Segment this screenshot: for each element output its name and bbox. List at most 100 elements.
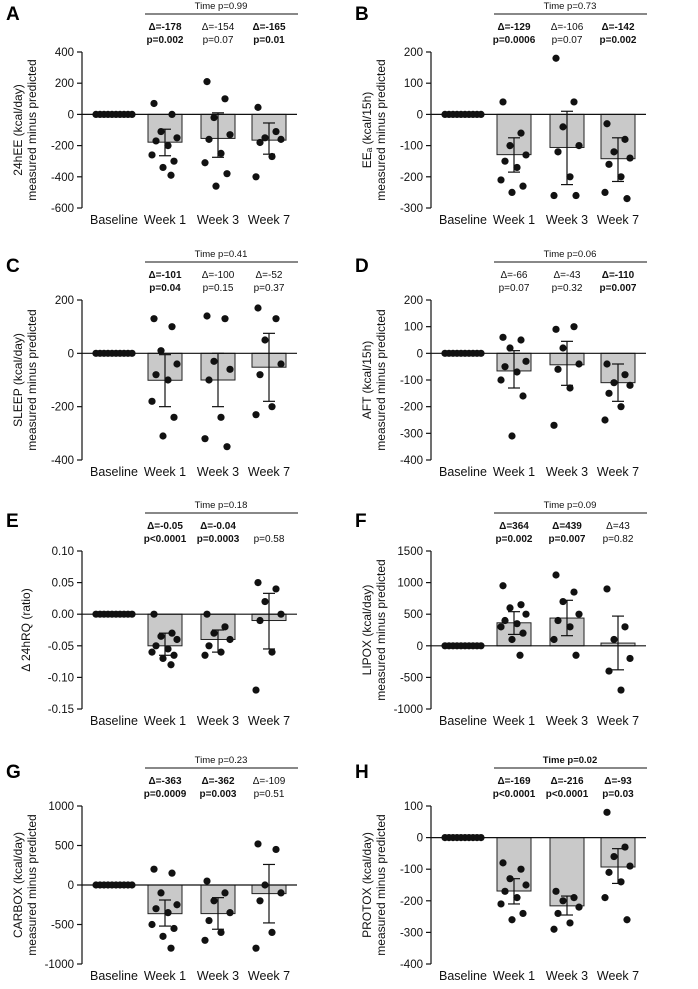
y-tick-label: 500 bbox=[55, 841, 74, 853]
y-axis-label: LIPOX (kcal/day) bbox=[360, 585, 374, 676]
data-point bbox=[152, 905, 160, 913]
data-point bbox=[159, 163, 167, 172]
data-point bbox=[148, 648, 156, 656]
data-point bbox=[508, 432, 516, 440]
data-point bbox=[575, 142, 583, 150]
p-value-annotation: p=0.37 bbox=[254, 283, 285, 294]
data-point bbox=[223, 170, 231, 178]
data-point bbox=[148, 397, 156, 405]
delta-annotation: Δ=-109 bbox=[253, 776, 286, 787]
panel-e: E -0.15 -0.10 -0.05 0.00 0.05 0.10 Baseline Week… bbox=[6, 500, 298, 728]
data-point bbox=[210, 629, 218, 637]
data-point bbox=[150, 865, 158, 873]
data-point bbox=[572, 191, 580, 200]
data-point bbox=[508, 635, 516, 644]
panel-letter-e: E bbox=[6, 511, 19, 532]
p-value-annotation: p=0.58 bbox=[254, 534, 285, 545]
data-point bbox=[506, 142, 514, 150]
data-point bbox=[499, 582, 507, 590]
data-point bbox=[550, 635, 558, 644]
data-point bbox=[601, 188, 609, 196]
data-point bbox=[170, 924, 178, 933]
data-point bbox=[559, 123, 567, 131]
data-point bbox=[605, 667, 613, 675]
data-point bbox=[497, 176, 505, 184]
x-tick-label: Week 7 bbox=[248, 465, 290, 479]
data-point bbox=[254, 840, 262, 848]
data-point bbox=[513, 894, 521, 902]
data-point bbox=[277, 360, 285, 368]
data-point bbox=[603, 360, 611, 368]
panel-f: F -1000 -500 0 500 1000 1500 Baseline Week 1 Week… bbox=[355, 500, 647, 728]
data-point bbox=[203, 877, 211, 885]
data-point bbox=[477, 834, 485, 842]
time-p-value: Time p=0.23 bbox=[195, 755, 248, 766]
data-point bbox=[157, 347, 165, 355]
y-tick-label: 1000 bbox=[397, 578, 423, 590]
panel-letter-d: D bbox=[355, 256, 369, 277]
data-point bbox=[212, 182, 220, 190]
delta-annotation: Δ=-0.05 bbox=[147, 521, 183, 532]
panel-letter-c: C bbox=[6, 256, 20, 277]
data-point bbox=[205, 135, 213, 143]
data-point bbox=[575, 610, 583, 618]
data-point bbox=[159, 932, 167, 940]
delta-annotation: Δ=364 bbox=[499, 521, 529, 532]
delta-annotation: Δ=-129 bbox=[497, 22, 530, 33]
data-point bbox=[168, 110, 176, 118]
x-tick-label: Week 7 bbox=[597, 213, 639, 227]
x-tick-label: Week 1 bbox=[493, 213, 535, 227]
data-point bbox=[570, 98, 578, 106]
data-point bbox=[221, 95, 229, 103]
data-point bbox=[150, 99, 158, 108]
data-point bbox=[575, 903, 583, 911]
data-point bbox=[552, 325, 560, 333]
data-point bbox=[605, 868, 613, 876]
y-tick-label: 100 bbox=[404, 78, 423, 90]
data-point bbox=[603, 585, 611, 593]
y-tick-label: -400 bbox=[51, 172, 74, 184]
data-point bbox=[554, 616, 562, 625]
data-point bbox=[277, 135, 285, 143]
data-point bbox=[501, 887, 509, 895]
p-value-annotation: p=0.007 bbox=[600, 283, 637, 294]
y-tick-label: 0 bbox=[417, 833, 423, 845]
data-point bbox=[605, 389, 613, 397]
x-tick-label: Week 3 bbox=[546, 465, 588, 479]
data-point bbox=[157, 632, 165, 640]
data-point bbox=[513, 368, 521, 376]
data-point bbox=[167, 661, 175, 669]
y-tick-label: -400 bbox=[400, 959, 423, 971]
y-tick-label: -100 bbox=[400, 864, 423, 876]
y-tick-label: -0.05 bbox=[48, 641, 74, 653]
y-axis-label: EEₐ (kcal/15h) bbox=[360, 92, 374, 169]
data-point bbox=[605, 160, 613, 168]
data-point bbox=[601, 416, 609, 424]
y-tick-label: -100 bbox=[400, 375, 423, 387]
x-tick-label: Week 3 bbox=[546, 213, 588, 227]
data-point bbox=[201, 651, 209, 659]
data-point bbox=[272, 127, 280, 136]
p-value-annotation: p=0.04 bbox=[149, 283, 181, 294]
data-point bbox=[159, 432, 167, 440]
p-value-annotation: p=0.0003 bbox=[197, 534, 240, 545]
p-value-annotation: p=0.03 bbox=[602, 789, 634, 800]
x-tick-label: Week 1 bbox=[493, 714, 535, 728]
data-point bbox=[210, 897, 218, 905]
data-point bbox=[252, 686, 260, 694]
data-point bbox=[566, 919, 574, 927]
data-point bbox=[559, 344, 567, 352]
data-point bbox=[221, 889, 229, 897]
data-point bbox=[552, 571, 560, 579]
y-tick-label: -200 bbox=[400, 402, 423, 414]
data-point bbox=[261, 597, 269, 606]
delta-annotation: Δ=-101 bbox=[148, 270, 181, 281]
data-point bbox=[522, 610, 530, 618]
data-point bbox=[252, 173, 260, 181]
data-point bbox=[519, 392, 527, 400]
time-p-value: Time p=0.02 bbox=[543, 755, 597, 766]
y-tick-label: 500 bbox=[404, 609, 423, 621]
data-point bbox=[226, 635, 234, 644]
data-point bbox=[519, 182, 527, 190]
data-point bbox=[617, 686, 625, 694]
